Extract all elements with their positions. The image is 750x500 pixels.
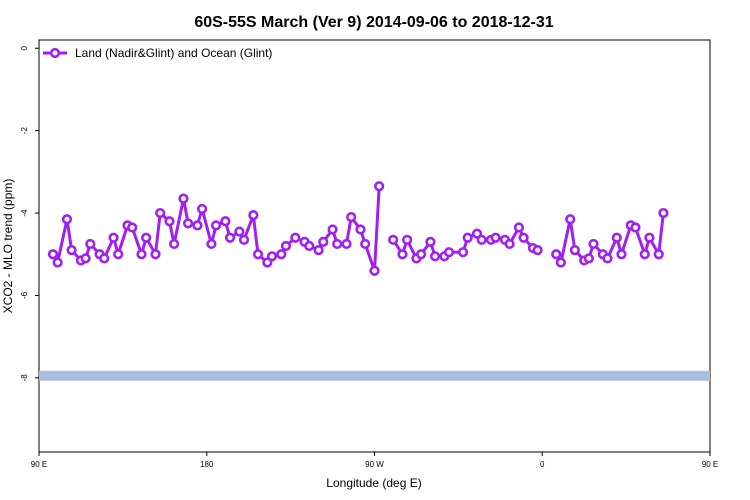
data-point — [374, 181, 385, 192]
x-tick-label: 90 E — [31, 460, 47, 469]
data-point — [425, 236, 436, 247]
data-point — [252, 249, 264, 260]
legend-label: Land (Nadir&Glint) and Ocean (Glint) — [75, 46, 272, 60]
data-point — [234, 226, 245, 237]
data-point — [462, 232, 473, 243]
data-point — [127, 222, 138, 233]
data-point — [224, 232, 236, 243]
data-point — [136, 249, 147, 260]
data-point — [318, 236, 329, 247]
data-point — [108, 232, 119, 243]
data-point — [66, 245, 77, 256]
data-point — [429, 251, 441, 262]
y-axis: 0 -2 -4 -6 -8 — [20, 45, 39, 381]
data-point — [653, 249, 664, 260]
data-point — [346, 212, 357, 223]
legend-marker — [49, 47, 61, 59]
data-point — [52, 257, 63, 268]
data-point — [457, 247, 469, 258]
data-point — [532, 245, 543, 256]
data-point — [397, 249, 408, 260]
y-tick-label: -2 — [20, 127, 29, 135]
data-point — [504, 238, 515, 250]
data-point — [402, 234, 413, 245]
chart-title: 60S-55S March (Ver 9) 2014-09-06 to 2018… — [194, 14, 553, 31]
data-point — [276, 249, 287, 260]
data-point — [178, 193, 189, 204]
data-point — [196, 203, 208, 215]
x-tick-label: 180 — [200, 460, 214, 469]
data-point — [555, 257, 566, 268]
data-point — [341, 238, 352, 250]
data-point — [443, 247, 455, 258]
data-point — [210, 220, 222, 231]
data-point — [583, 253, 594, 264]
data-point — [150, 249, 161, 260]
data-point — [99, 253, 110, 264]
data-point — [220, 216, 231, 227]
y-tick-label: 0 — [20, 45, 29, 50]
data-point — [61, 214, 73, 225]
data-point — [415, 249, 427, 260]
data-point — [611, 232, 622, 243]
data-point — [47, 249, 59, 260]
data-point — [569, 245, 580, 256]
data-point — [355, 224, 366, 235]
data-point — [238, 234, 250, 245]
series-layer — [47, 181, 669, 276]
data-point — [369, 265, 380, 276]
data-point — [639, 249, 650, 260]
data-point — [327, 224, 338, 235]
y-tick-label: -4 — [20, 209, 29, 217]
data-point — [588, 238, 599, 250]
data-point — [644, 232, 655, 243]
data-point — [141, 232, 152, 243]
data-point — [388, 234, 399, 245]
data-point — [192, 220, 203, 231]
data-point — [155, 207, 166, 219]
data-point — [332, 238, 343, 250]
data-point — [602, 253, 613, 264]
band-rect — [39, 370, 710, 381]
data-point — [266, 251, 278, 262]
x-axis: 90 E 180 90 W 0 90 E — [31, 452, 718, 469]
data-point — [183, 218, 194, 229]
data-point — [169, 238, 180, 250]
data-point — [280, 240, 292, 252]
data-point — [490, 232, 501, 243]
data-point — [80, 253, 91, 264]
data-point — [360, 238, 371, 250]
data-point — [616, 249, 627, 260]
data-point — [313, 245, 324, 256]
x-tick-label: 90 W — [365, 460, 384, 469]
data-point — [658, 207, 669, 219]
data-point — [206, 238, 217, 250]
data-point — [476, 234, 487, 245]
data-point — [518, 232, 529, 243]
data-point — [290, 232, 301, 243]
y-axis-label: XCO2 - MLO trend (ppm) — [1, 179, 15, 314]
data-point — [513, 222, 525, 233]
data-point — [113, 249, 124, 260]
data-point — [248, 210, 259, 221]
data-point — [85, 238, 96, 250]
data-point — [304, 240, 315, 252]
data-point — [164, 216, 175, 227]
y-tick-label: -8 — [20, 374, 29, 382]
legend: Land (Nadir&Glint) and Ocean (Glint) — [43, 46, 272, 60]
data-point — [565, 214, 576, 225]
x-axis-label: Longitude (deg E) — [326, 476, 421, 490]
y-tick-label: -6 — [20, 291, 29, 299]
data-point — [630, 222, 641, 233]
data-point — [551, 249, 562, 260]
x-tick-label: 90 E — [702, 460, 718, 469]
reference-band — [39, 370, 710, 381]
x-tick-label: 0 — [540, 460, 545, 469]
